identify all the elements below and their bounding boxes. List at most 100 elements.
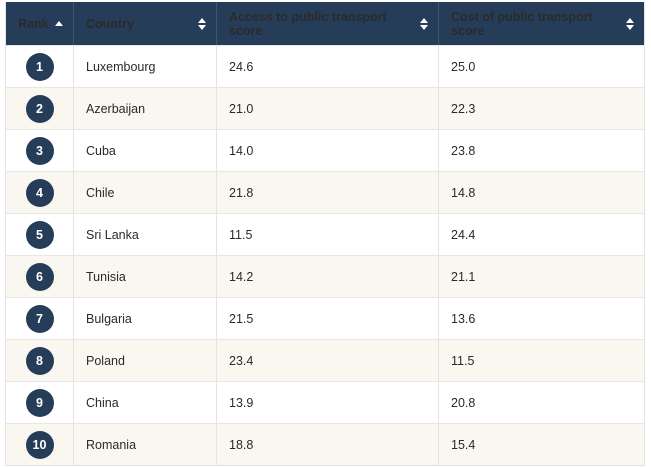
- table-cell: 22.3: [439, 88, 644, 129]
- table-cell: Sri Lanka: [74, 214, 217, 255]
- cell-text: 24.4: [451, 227, 476, 242]
- table-row: 4 Chile 21.8 14.8: [6, 171, 644, 213]
- table-cell: Poland: [74, 340, 217, 381]
- cell-text: 14.8: [451, 185, 476, 200]
- rank-badge: 7: [25, 304, 54, 333]
- table-cell: 11.5: [439, 340, 644, 381]
- table-cell: 24.6: [217, 46, 439, 87]
- cell-text: 21.1: [451, 269, 476, 284]
- header-label: Country: [86, 16, 134, 31]
- table-cell: China: [74, 382, 217, 423]
- cell-text: 25.0: [451, 59, 476, 74]
- cell-text: Luxembourg: [86, 59, 156, 74]
- table-cell: 20.8: [439, 382, 644, 423]
- table-cell: Cuba: [74, 130, 217, 171]
- table-cell: 21.5: [217, 298, 439, 339]
- table-cell: Azerbaijan: [74, 88, 217, 129]
- table-cell: 21.1: [439, 256, 644, 297]
- rank-badge: 2: [25, 94, 54, 123]
- cell-text: Poland: [86, 353, 125, 368]
- table-cell: 14.2: [217, 256, 439, 297]
- table-cell: 21.8: [217, 172, 439, 213]
- table-cell: 14.8: [439, 172, 644, 213]
- cell-text: Sri Lanka: [86, 227, 139, 242]
- table-row: 5 Sri Lanka 11.5 24.4: [6, 213, 644, 255]
- cell-text: 23.8: [451, 143, 476, 158]
- cell-text: Azerbaijan: [86, 101, 146, 116]
- table-cell: 3: [6, 130, 74, 171]
- rank-badge: 9: [25, 388, 54, 417]
- table-row: 8 Poland 23.4 11.5: [6, 339, 644, 381]
- table-row: 1 Luxembourg 24.6 25.0: [6, 45, 644, 87]
- rank-badge: 3: [25, 136, 54, 165]
- table-cell: 13.9: [217, 382, 439, 423]
- cell-text: 21.8: [229, 185, 254, 200]
- header-label: Cost of public transport score: [451, 9, 593, 38]
- cell-text: China: [86, 395, 119, 410]
- cell-text: 11.5: [229, 227, 253, 242]
- table-cell: 14.0: [217, 130, 439, 171]
- table-cell: Bulgaria: [74, 298, 217, 339]
- cell-text: Cuba: [86, 143, 116, 158]
- table-cell: 25.0: [439, 46, 644, 87]
- table-row: 9 China 13.9 20.8: [6, 381, 644, 423]
- table-cell: 15.4: [439, 424, 644, 465]
- table-cell: Tunisia: [74, 256, 217, 297]
- sort-icon: [55, 18, 63, 30]
- rank-badge: 6: [25, 262, 54, 291]
- cell-text: 13.6: [451, 311, 476, 326]
- table-cell: 10: [6, 424, 74, 465]
- table-row: 6 Tunisia 14.2 21.1: [6, 255, 644, 297]
- sort-icon: [626, 17, 634, 30]
- table-cell: 1: [6, 46, 74, 87]
- header-label: Rank: [18, 16, 49, 31]
- table-row: 3 Cuba 14.0 23.8: [6, 129, 644, 171]
- cell-text: 14.2: [229, 269, 254, 284]
- cell-text: 14.0: [229, 143, 254, 158]
- sort-icon: [420, 17, 428, 30]
- table-cell: 24.4: [439, 214, 644, 255]
- table-cell: 23.8: [439, 130, 644, 171]
- table-cell: 13.6: [439, 298, 644, 339]
- table-cell: 21.0: [217, 88, 439, 129]
- cell-text: Bulgaria: [86, 311, 132, 326]
- cell-text: 20.8: [451, 395, 476, 410]
- table-cell: Chile: [74, 172, 217, 213]
- header-cell[interactable]: Country: [74, 2, 217, 45]
- cell-text: 24.6: [229, 59, 254, 74]
- cell-text: 23.4: [229, 353, 254, 368]
- cell-text: Chile: [86, 185, 115, 200]
- table-row: 7 Bulgaria 21.5 13.6: [6, 297, 644, 339]
- cell-text: Romania: [86, 437, 137, 452]
- table-row: 10 Romania 18.8 15.4: [6, 423, 644, 465]
- table-cell: 8: [6, 340, 74, 381]
- cell-text: 15.4: [451, 437, 476, 452]
- header-cell[interactable]: Cost of public transport score: [439, 2, 644, 45]
- cell-text: 22.3: [451, 101, 476, 116]
- cell-text: 18.8: [229, 437, 254, 452]
- header-cell[interactable]: Access to public transport score: [217, 2, 439, 45]
- table-cell: 7: [6, 298, 74, 339]
- cell-text: 13.9: [229, 395, 254, 410]
- rank-badge: 5: [25, 220, 54, 249]
- table-cell: 2: [6, 88, 74, 129]
- rank-badge: 1: [25, 52, 54, 81]
- header-label: Access to public transport score: [229, 9, 387, 38]
- rank-badge: 10: [25, 430, 54, 459]
- cell-text: 21.0: [229, 101, 254, 116]
- table-cell: 6: [6, 256, 74, 297]
- table-cell: Romania: [74, 424, 217, 465]
- table-cell: Luxembourg: [74, 46, 217, 87]
- table-cell: 4: [6, 172, 74, 213]
- cell-text: 21.5: [229, 311, 254, 326]
- rank-badge: 4: [25, 178, 54, 207]
- header-row: Rank Country Access to public transport …: [6, 2, 644, 45]
- header-cell[interactable]: Rank: [6, 2, 74, 45]
- cell-text: Tunisia: [86, 269, 126, 284]
- table-row: 2 Azerbaijan 21.0 22.3: [6, 87, 644, 129]
- sort-icon: [198, 17, 206, 30]
- table-cell: 23.4: [217, 340, 439, 381]
- table-cell: 9: [6, 382, 74, 423]
- table-cell: 5: [6, 214, 74, 255]
